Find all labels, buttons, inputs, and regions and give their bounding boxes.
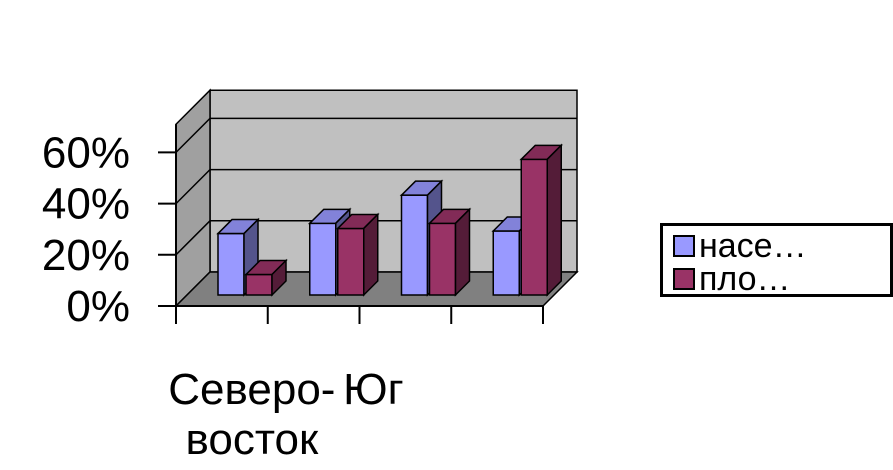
x-category-label: восток: [186, 415, 319, 464]
gridline: [175, 117, 577, 153]
legend-label: пло…: [699, 260, 791, 298]
gridline: [175, 168, 577, 205]
x-category-label: Северо-: [168, 365, 335, 414]
bar-side: [546, 143, 562, 297]
bar: [309, 222, 337, 296]
x-category-labels: Северо-восток Юг: [168, 365, 403, 464]
bar: [337, 227, 365, 296]
bars: [216, 143, 564, 297]
axes: [158, 124, 544, 324]
y-tick-label: 0%: [66, 282, 130, 331]
y-tick-label: 60%: [42, 128, 130, 177]
bar: [217, 232, 245, 296]
bar: [400, 194, 429, 296]
legend: насе… пло…: [660, 223, 893, 297]
bar: [245, 273, 273, 296]
bar: [428, 222, 457, 296]
legend-item: пло…: [673, 260, 791, 298]
legend-swatch: [673, 235, 695, 257]
bar: [492, 230, 520, 296]
bar: [520, 158, 548, 296]
y-tick-labels: 0%20%40%60%: [42, 128, 130, 331]
bar-side: [271, 258, 287, 297]
y-tick-label: 20%: [42, 231, 130, 280]
y-tick-label: 40%: [42, 180, 130, 229]
bar-side: [363, 212, 379, 297]
legend-item: насе…: [673, 227, 807, 265]
legend-swatch: [673, 268, 695, 290]
bar-side: [454, 207, 471, 297]
x-category-label: Юг: [343, 365, 404, 414]
legend-label: насе…: [699, 227, 807, 265]
